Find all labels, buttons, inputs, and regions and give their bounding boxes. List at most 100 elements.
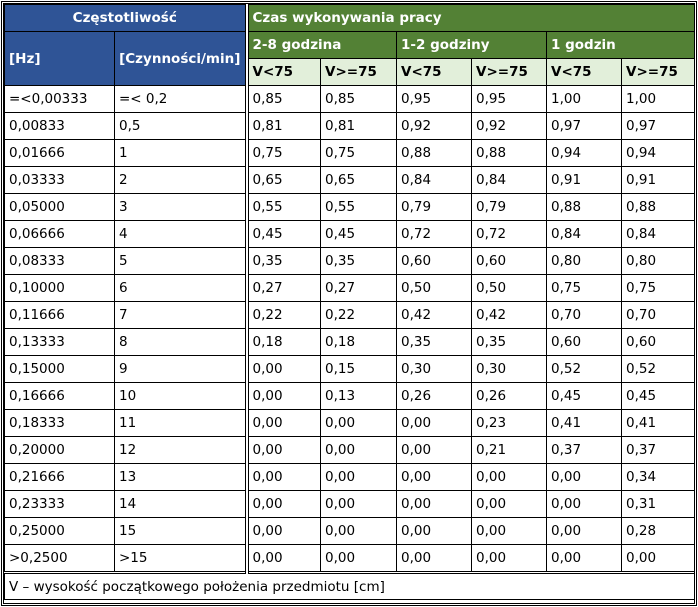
table-cell: 0,18	[246, 328, 321, 356]
table-cell: 0,60	[471, 247, 547, 275]
table-cell: 0,00	[546, 463, 622, 491]
table-cell: 10	[114, 382, 249, 410]
table-cell: 0,5	[114, 112, 249, 140]
table-cell: 0,34	[620, 463, 696, 491]
table-cell: 0,00	[396, 409, 472, 437]
table-cell: 0,81	[246, 112, 321, 140]
table-cell: 0,75	[320, 139, 397, 167]
table-cell: 0,23	[471, 409, 547, 437]
table-cell: 0,00	[396, 544, 472, 573]
table-cell: 0,21666	[4, 463, 115, 491]
table-cell: 0,03333	[4, 166, 115, 194]
table-row: 0,25000 15 0,00 0,00 0,00 0,00 0,00 0,28	[4, 517, 696, 545]
table-cell: 0,00	[471, 490, 547, 518]
table-cell: 0,85	[320, 85, 397, 113]
header-actions-per-min: [Czynności/min]	[114, 31, 249, 86]
table-cell: 0,42	[471, 301, 547, 329]
table-row: 0,08333 5 0,35 0,35 0,60 0,60 0,80 0,80	[4, 247, 696, 275]
table-cell: 0,00	[396, 517, 472, 545]
table-cell: 0,72	[471, 220, 547, 248]
table-cell: 0,88	[396, 139, 472, 167]
header-subcolumn: V<75	[396, 58, 472, 86]
table-cell: 0,42	[396, 301, 472, 329]
table-row: 0,18333 11 0,00 0,00 0,00 0,23 0,41 0,41	[4, 409, 696, 437]
table-cell: 12	[114, 436, 249, 464]
table-cell: 0,94	[546, 139, 622, 167]
table-cell: 0,84	[620, 220, 696, 248]
table-cell: 0,91	[620, 166, 696, 194]
table-cell: 0,97	[620, 112, 696, 140]
table-cell: 0,65	[246, 166, 321, 194]
table-cell: 0,00	[320, 463, 397, 491]
table-cell: 0,00	[546, 490, 622, 518]
table-cell: 0,75	[620, 274, 696, 302]
table-cell: 0,84	[396, 166, 472, 194]
table-cell: 0,00	[320, 409, 397, 437]
table-cell: 0,27	[320, 274, 397, 302]
table-cell: 0,80	[620, 247, 696, 275]
table-cell: 0,60	[546, 328, 622, 356]
table-cell: 0,23333	[4, 490, 115, 518]
table-cell: 0,41	[546, 409, 622, 437]
table-cell: 0,92	[396, 112, 472, 140]
table-cell: 0,35	[320, 247, 397, 275]
table-cell: 0,06666	[4, 220, 115, 248]
table-cell: 0,75	[246, 139, 321, 167]
table-cell: 0,80	[546, 247, 622, 275]
table-cell: 0,00	[246, 544, 321, 573]
table-row: 0,11666 7 0,22 0,22 0,42 0,42 0,70 0,70	[4, 301, 696, 329]
table-cell: >15	[114, 544, 249, 573]
table-cell: 0,28	[620, 517, 696, 545]
table-cell: 0,00	[246, 436, 321, 464]
table-cell: 0,45	[620, 382, 696, 410]
table-cell: 0,00	[246, 463, 321, 491]
table-cell: 0,45	[246, 220, 321, 248]
table-cell: 1,00	[620, 85, 696, 113]
header-subcolumn: V<75	[546, 58, 622, 86]
table-row: 0,20000 12 0,00 0,00 0,00 0,21 0,37 0,37	[4, 436, 696, 464]
table-cell: 0,00	[396, 436, 472, 464]
table-cell: 0,22	[246, 301, 321, 329]
table-cell: 0,31	[620, 490, 696, 518]
table-cell: =<0,00333	[4, 85, 115, 113]
table-cell: 0,88	[546, 193, 622, 221]
table-cell: 11	[114, 409, 249, 437]
table-row: 0,23333 14 0,00 0,00 0,00 0,00 0,00 0,31	[4, 490, 696, 518]
table-cell: 0,55	[320, 193, 397, 221]
header-hz: [Hz]	[4, 31, 115, 86]
table-cell: 0,26	[396, 382, 472, 410]
table-cell: 0,18333	[4, 409, 115, 437]
table-cell: 0,13	[320, 382, 397, 410]
table-cell: 0,91	[546, 166, 622, 194]
table-cell: 0,00	[246, 382, 321, 410]
table-cell: 5	[114, 247, 249, 275]
table-cell: 0,25000	[4, 517, 115, 545]
table-cell: 0,50	[471, 274, 547, 302]
table-cell: 0,00	[320, 436, 397, 464]
table-cell: 0,16666	[4, 382, 115, 410]
table-cell: 0,30	[471, 355, 547, 383]
table-cell: 0,79	[471, 193, 547, 221]
table-cell: 0,00	[320, 544, 397, 573]
table-cell: 0,18	[320, 328, 397, 356]
frequency-table: Częstotliwość Czas wykonywania pracy [Hz…	[3, 4, 696, 600]
table-cell: 0,00833	[4, 112, 115, 140]
header-subcolumn: V>=75	[471, 58, 547, 86]
table-cell: 0,94	[620, 139, 696, 167]
table-cell: 0,35	[471, 328, 547, 356]
table-cell: 0,84	[471, 166, 547, 194]
header-subcolumn: V<75	[246, 58, 321, 86]
header-subcolumn: V>=75	[620, 58, 696, 86]
table-cell: 0,70	[546, 301, 622, 329]
header-subcolumn: V>=75	[320, 58, 397, 86]
table-cell: 0,52	[620, 355, 696, 383]
header-group: 2-8 godzina	[246, 31, 397, 59]
table-cell: 0,20000	[4, 436, 115, 464]
table-cell: 0,21	[471, 436, 547, 464]
table-cell: 6	[114, 274, 249, 302]
table-cell: 0,26	[471, 382, 547, 410]
table-cell: 0,84	[546, 220, 622, 248]
table-cell: 0,88	[471, 139, 547, 167]
table-cell: 0,60	[620, 328, 696, 356]
table-cell: 0,22	[320, 301, 397, 329]
